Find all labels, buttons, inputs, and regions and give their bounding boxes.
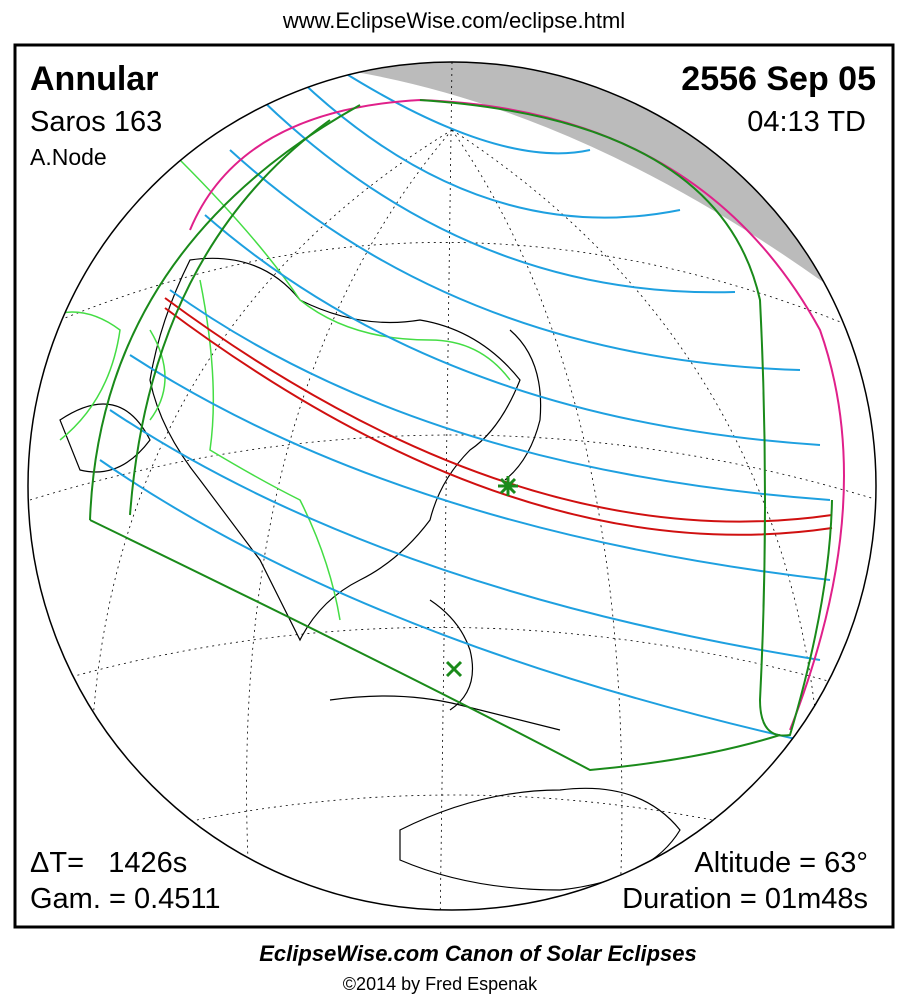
greatest-eclipse-marker [498, 476, 518, 496]
date: 2556 Sep 05 [681, 60, 876, 98]
duration: Duration = 01m48s [622, 883, 868, 915]
frame [13, 43, 895, 929]
footer-credit: ©2014 by Fred Espenak [343, 974, 538, 994]
globe-outline [27, 61, 877, 911]
limit-curve [89, 104, 361, 521]
graticule [29, 62, 876, 910]
greatest-duration-marker [445, 660, 463, 678]
limit-curve [419, 99, 833, 737]
time: 04:13 TD [747, 106, 866, 138]
limit-curve [89, 519, 781, 772]
node: A.Node [30, 144, 107, 170]
isochrones [99, 69, 831, 741]
saros: Saros 163 [30, 106, 162, 138]
eclipse-type: Annular [30, 60, 158, 98]
altitude: Altitude = 63° [694, 847, 868, 879]
gamma: Gam. = 0.4511 [30, 883, 221, 915]
delta-t: ΔT= 1426s [30, 847, 187, 879]
url: www.EclipseWise.com/eclipse.html [282, 8, 625, 33]
rise-set-curve [189, 98, 845, 731]
limit-curve [129, 119, 331, 516]
footer-title: EclipseWise.com Canon of Solar Eclipses [259, 941, 697, 966]
political-borders [39, 159, 511, 621]
